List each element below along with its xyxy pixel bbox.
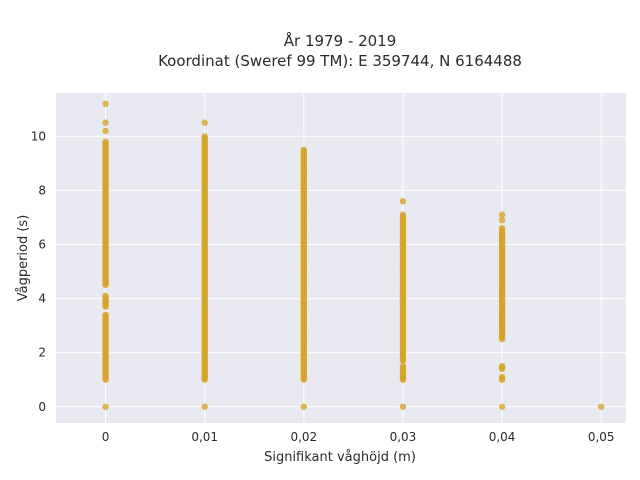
plot-area (56, 93, 626, 423)
y-axis-ticks: 0 2 4 6 8 10 (31, 129, 46, 413)
data-point (399, 211, 407, 218)
y-tick-label: 2 (38, 346, 46, 360)
data-point (498, 373, 506, 381)
data-point (102, 127, 109, 135)
data-point (399, 403, 407, 410)
data-point (598, 403, 605, 410)
x-tick-label: 0,01 (191, 430, 218, 444)
x-tick-label: 0,05 (588, 430, 615, 444)
chart-title-line1: År 1979 - 2019 (284, 31, 397, 50)
data-point (201, 119, 208, 126)
data-point (399, 197, 407, 205)
y-tick-label: 6 (38, 237, 46, 251)
x-tick-label: 0,03 (390, 430, 417, 444)
data-point (102, 100, 109, 108)
data-point (102, 119, 109, 126)
x-axis-title: Signifikant våghöjd (m) (264, 450, 416, 465)
data-point (102, 138, 109, 145)
data-point (498, 216, 506, 224)
data-point (102, 292, 109, 300)
scatter-points (102, 100, 605, 410)
data-point (102, 403, 109, 410)
chart-title-line2: Koordinat (Sweref 99 TM): E 359744, N 61… (158, 52, 522, 70)
data-point (498, 225, 506, 232)
x-tick-label: 0,02 (290, 430, 317, 444)
data-point (201, 403, 208, 410)
data-point (498, 362, 506, 370)
data-point (201, 133, 208, 140)
data-point (102, 311, 109, 319)
y-axis-title: Vågperiod (s) (16, 215, 31, 302)
data-point (300, 403, 308, 410)
y-tick-label: 10 (31, 129, 46, 143)
x-tick-label: 0,04 (489, 430, 516, 444)
x-tick-label: 0 (102, 430, 110, 444)
y-tick-label: 0 (38, 400, 46, 414)
y-tick-label: 4 (38, 292, 46, 306)
data-point (300, 146, 308, 154)
data-point (498, 403, 506, 410)
x-axis-ticks: 0 0,01 0,02 0,03 0,04 0,05 (102, 430, 615, 444)
data-point (498, 211, 506, 218)
data-point (399, 362, 407, 370)
y-tick-label: 8 (38, 183, 46, 197)
